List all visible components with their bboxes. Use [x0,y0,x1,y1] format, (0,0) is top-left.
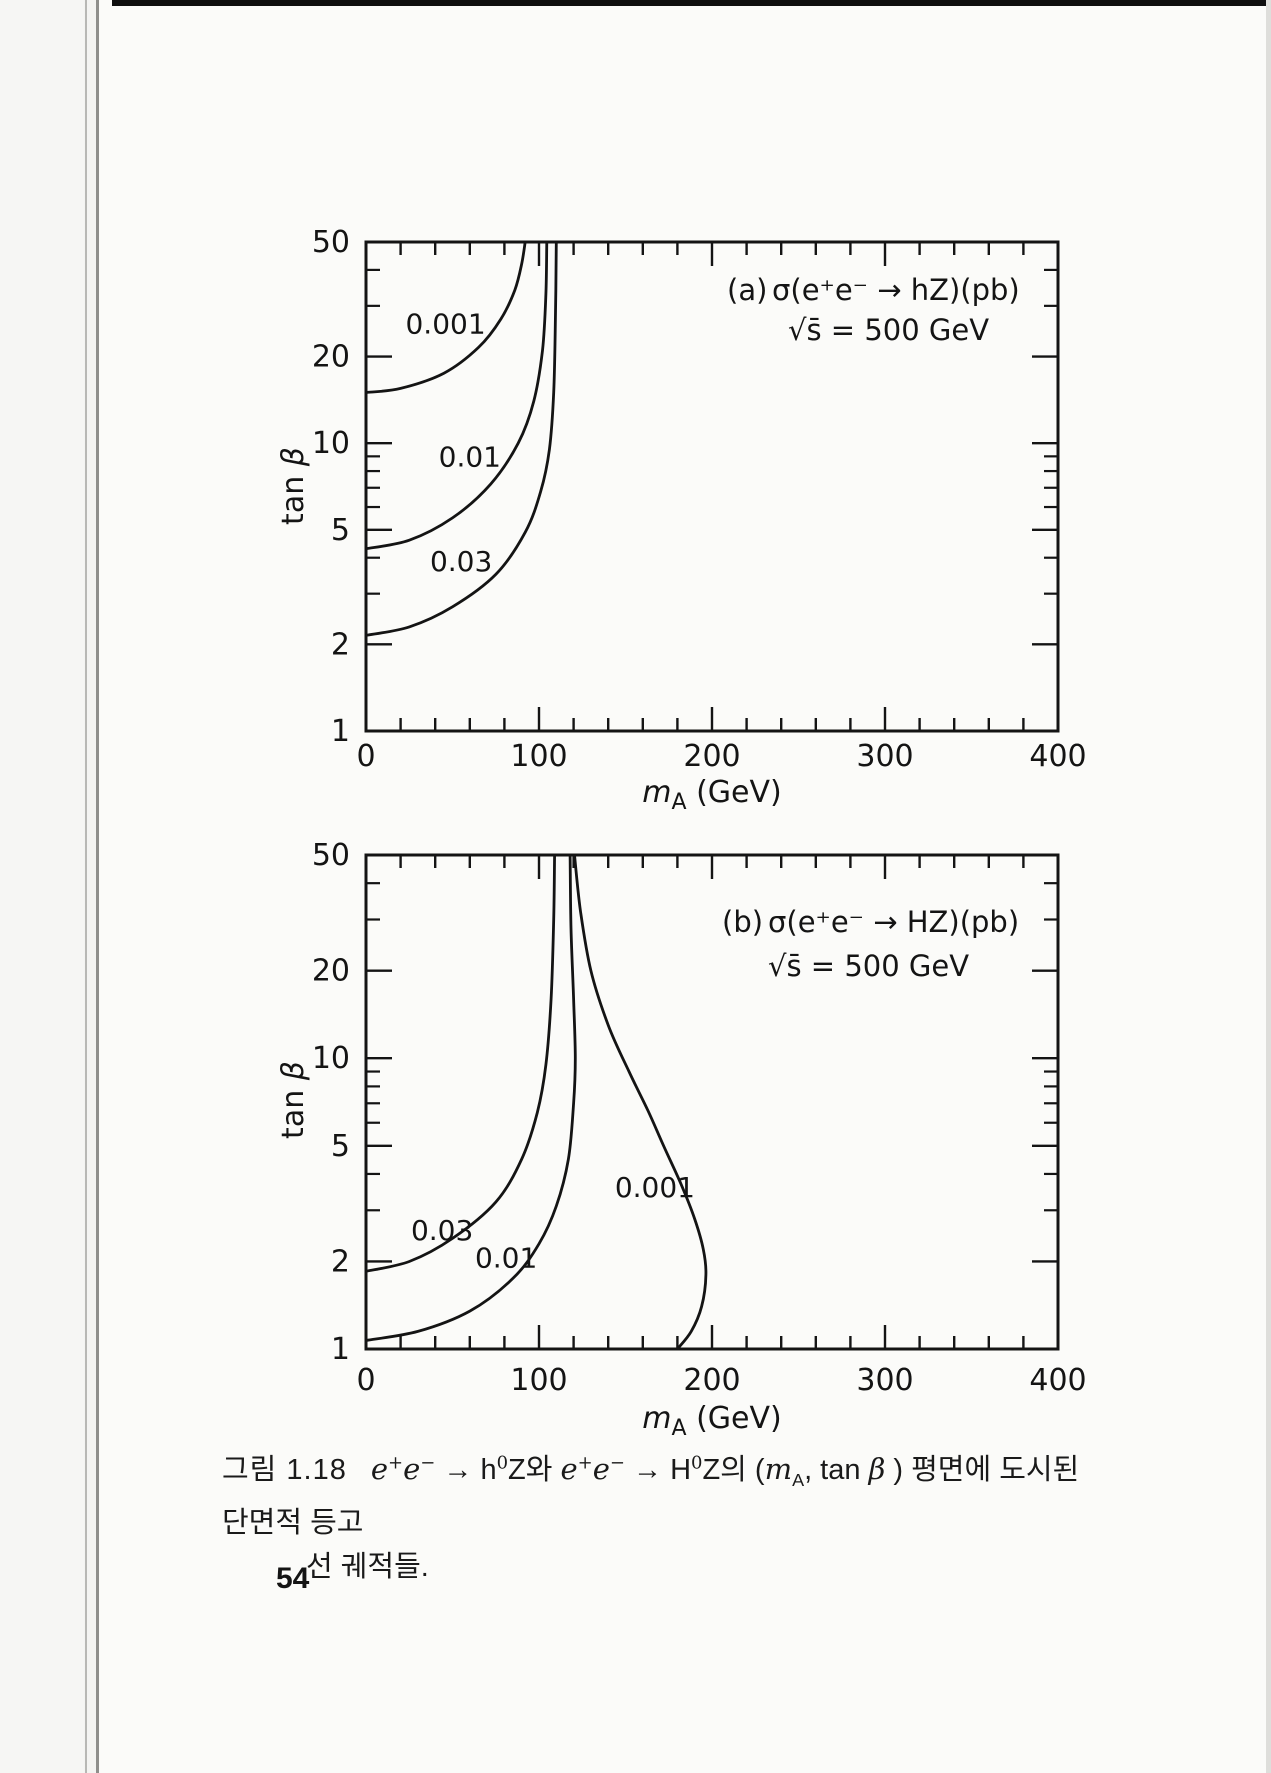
panel-title: σ(e⁺e⁻ → HZ)(pb) [768,905,1019,939]
y-tick-label: 2 [331,627,350,662]
page-right-edge-shadow [1266,0,1271,1773]
panel-title: σ(e⁺e⁻ → hZ)(pb) [772,273,1020,307]
contour-line-0.01 [366,242,549,551]
caption-segment: A [792,1469,805,1490]
book-spine-line-2 [96,0,99,1773]
y-tick-label: 10 [312,426,350,461]
contour-line-0.001 [573,855,708,1349]
y-tick-label: 20 [312,954,350,989]
y-tick-label: 10 [312,1041,350,1076]
page-number: 54 [276,1562,310,1595]
x-tick-label: 400 [1029,1363,1086,1398]
panel-label: (b) [722,905,763,939]
caption-segment: Z의 ( [702,1453,765,1486]
contour-line-0.01 [366,855,577,1342]
caption-segment: β [868,1451,886,1486]
figure-caption: 그림 1.18 e+e− → h0Z와 e+e− → H0Z의 (mA, tan … [222,1441,1102,1589]
caption-segment: + [388,1452,404,1473]
contour-line-0.001 [366,242,527,394]
page-body [99,0,1271,1773]
x-tick-label: 300 [856,1363,913,1398]
figure-caption-text: e+e− → h0Z와 e+e− → H0Z의 (mA, tan β ) 평면에… [222,1451,1080,1540]
y-tick-label: 20 [312,340,350,375]
book-spine-line-1 [85,0,87,1773]
caption-segment: − [609,1452,625,1473]
x-tick-label: 0 [356,1363,375,1398]
y-tick-label: 1 [331,1332,350,1367]
plot-b: 0 100 200 300 400 50 20 10 5 2 1 0.030.01 0.001 (b) σ(… [276,838,1087,1441]
caption-segment: e [403,1451,421,1486]
caption-segment: m [764,1451,793,1486]
panel-label: (a) [727,273,767,307]
figure-caption-line2: 선 궤적들. [306,1551,429,1584]
caption-segment: e [592,1451,610,1486]
x-axis-label: mA (GeV) [642,775,781,815]
contour-label: 0.03 [411,1214,473,1247]
caption-segment: Z와 [508,1453,561,1486]
figure-caption-label: 그림 1.18 [222,1453,347,1486]
caption-segment: 0 [691,1452,703,1473]
caption-segment: e [370,1451,389,1486]
contour-label: 0.01 [475,1242,537,1275]
contour-label: 0.001 [615,1171,695,1204]
y-tick-label: 5 [331,513,350,548]
contour-line-0.03 [366,855,556,1273]
x-tick-label: 200 [683,739,740,774]
x-tick-label: 200 [683,1363,740,1398]
panel-subtitle: √s̄ = 500 GeV [788,313,989,347]
y-tick-label: 1 [331,714,350,749]
x-tick-label: 300 [856,739,913,774]
caption-segment: ) 평면에 도시된 단면적 등고 [222,1453,1080,1540]
contour-label: 0.01 [439,440,501,473]
plot-a: 0 100 200 300 400 50 20 10 5 2 1 0.001 0.01 0.03 (a) σ(… [276,225,1087,815]
panel-subtitle: √s̄ = 500 GeV [768,949,969,983]
y-axis-label: tan β [276,1061,311,1139]
caption-segment: → H [624,1453,692,1486]
x-tick-label: 400 [1029,739,1086,774]
contour-line-0.03 [366,242,558,637]
contour-label: 0.03 [430,545,492,578]
y-tick-label: 50 [312,225,350,260]
caption-segment: → h [435,1453,497,1486]
x-tick-label: 0 [356,739,375,774]
x-tick-label: 100 [510,739,567,774]
caption-segment: + [577,1452,593,1473]
caption-segment: 0 [496,1452,509,1473]
caption-segment: , tan [804,1453,869,1486]
caption-segment: − [420,1452,436,1473]
y-tick-label: 2 [331,1244,350,1279]
caption-segment: e [560,1451,578,1486]
x-tick-label: 100 [510,1363,567,1398]
y-tick-label: 50 [312,838,350,873]
contour-label: 0.001 [405,308,485,341]
book-outer-margin [0,0,84,1773]
y-axis-label: tan β [276,447,311,525]
y-tick-label: 5 [331,1129,350,1164]
page-top-edge-line [112,0,1271,6]
x-axis-label: mA (GeV) [642,1401,781,1441]
